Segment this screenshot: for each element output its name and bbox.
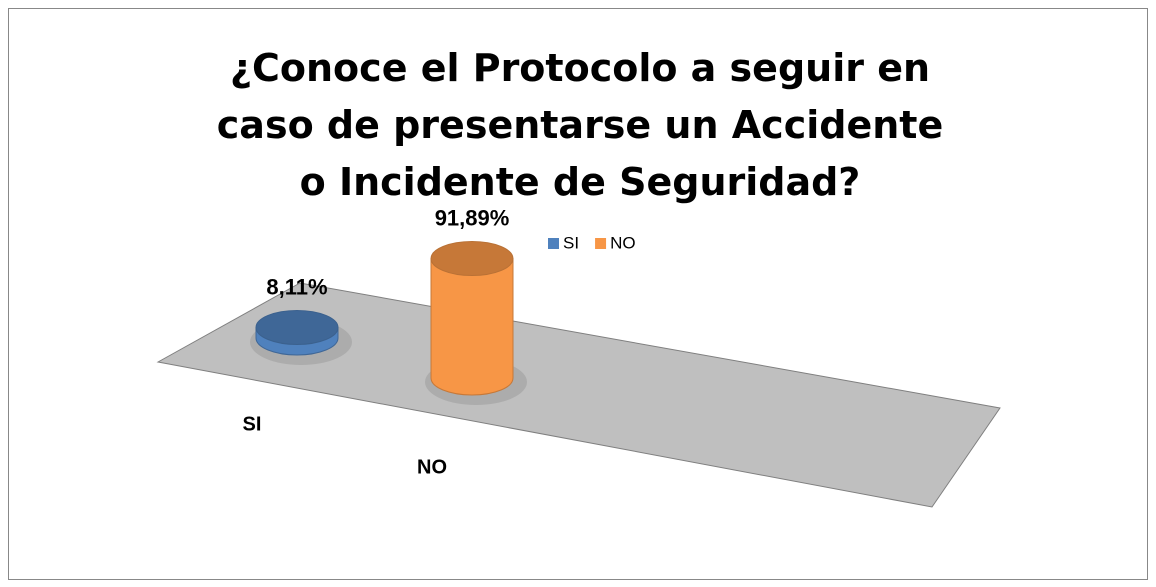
plot: 8,11% SI 91,89% NO SI NO [243,205,636,478]
value-label: 8,11% [266,274,327,299]
legend-swatch [595,238,607,249]
legend-label: SI [563,233,579,252]
legend-swatch [548,238,559,249]
chart-frame [8,8,1148,580]
cylinder-side [430,258,514,396]
chart-title: ¿Conoce el Protocolo a seguir en caso de… [216,46,944,204]
cylinder-top [255,309,339,345]
x-tick-label: SI [243,413,262,435]
floor [156,282,1001,508]
cylinder [255,309,339,356]
cylinder-top [430,241,514,277]
x-tick-label: NO [417,456,447,478]
legend-label: NO [610,233,636,252]
cylinder [430,241,514,396]
value-label: 91,89% [435,205,510,230]
